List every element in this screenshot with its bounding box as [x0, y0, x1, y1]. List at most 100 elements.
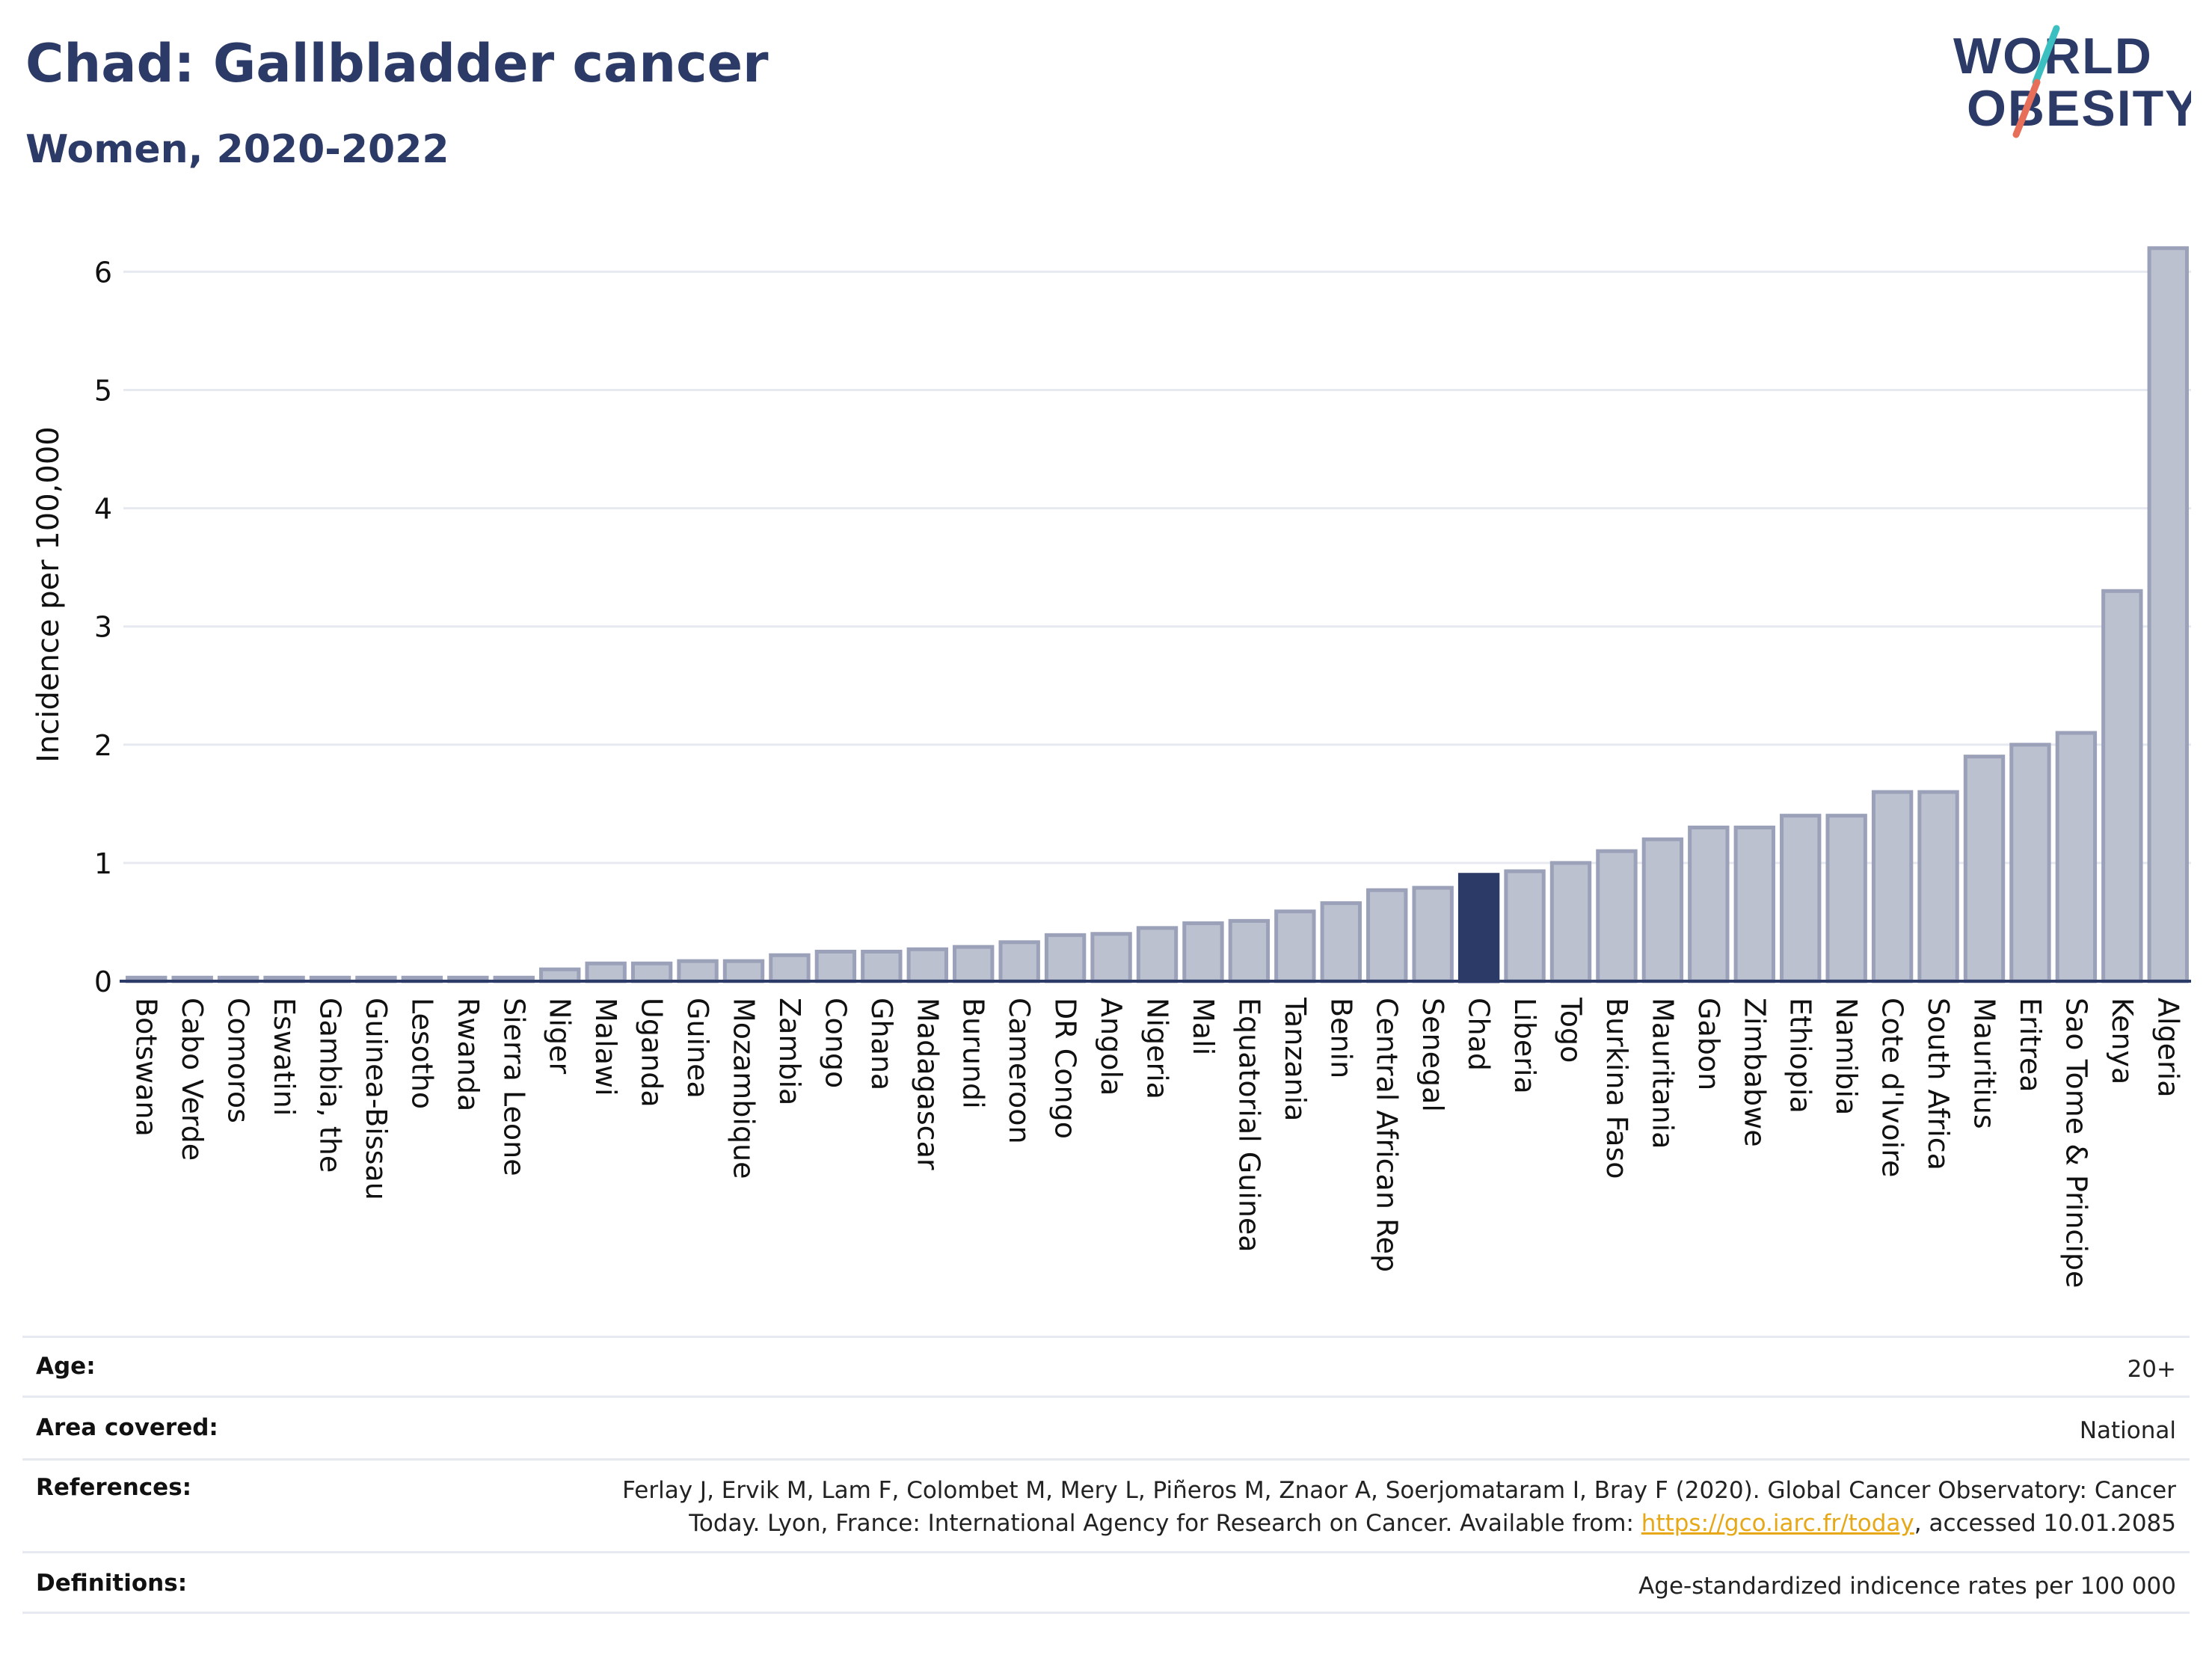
x-tick-label: Mauritania — [1646, 998, 1679, 1149]
bar-burundi — [953, 945, 995, 983]
bar-gabon — [1688, 825, 1730, 983]
x-tick-label: Burundi — [957, 998, 990, 1109]
bar-zimbabwe — [1733, 825, 1775, 983]
x-tick-label: Cote d'Ivoire — [1876, 998, 1909, 1177]
y-axis-label: Incidence per 100,000 — [31, 426, 66, 763]
age-label: Age: — [36, 1353, 96, 1380]
x-tick-label: Togo — [1555, 997, 1588, 1063]
bar-south-africa — [1917, 790, 1959, 983]
world-obesity-logo: WORLD OBESITY — [1953, 25, 2191, 138]
x-tick-label: Botswana — [130, 998, 163, 1137]
x-tick-label: Kenya — [2106, 998, 2139, 1084]
x-tick-label: Angola — [1095, 998, 1128, 1096]
bar-eritrea — [2009, 743, 2051, 983]
x-tick-label: Uganda — [636, 998, 669, 1108]
bar-sao-tome-principe — [2055, 731, 2098, 983]
chart-title: Chad: Gallbladder cancer — [25, 33, 769, 94]
x-tick-label: Cabo Verde — [176, 998, 209, 1161]
references-line1: Ferlay J, Ervik M, Lam F, Colombet M, Me… — [622, 1477, 2176, 1504]
references-link[interactable]: https://gco.iarc.fr/today — [1641, 1510, 1914, 1537]
x-tick-label: Guinea-Bissau — [360, 998, 393, 1200]
bar-senegal — [1412, 885, 1454, 983]
references-line2: Today. Lyon, France: International Agenc… — [689, 1510, 1641, 1537]
bar-mauritius — [1963, 755, 2006, 983]
logo-slash-teal — [2032, 25, 2060, 86]
x-tick-label: Sierra Leone — [497, 998, 530, 1176]
metadata-table: Age: 20+ Area covered: National Referenc… — [22, 1336, 2190, 1614]
meta-row-age: Age: 20+ — [22, 1336, 2190, 1395]
y-tick-label: 6 — [94, 256, 112, 289]
x-tick-label: Mali — [1187, 998, 1220, 1055]
references-value: Ferlay J, Ervik M, Lam F, Colombet M, Me… — [622, 1474, 2176, 1540]
bar-ethiopia — [1780, 814, 1822, 983]
bar-niger — [539, 967, 581, 983]
bar-togo — [1549, 861, 1592, 983]
bar-benin — [1320, 901, 1362, 983]
x-tick-label: Benin — [1324, 998, 1357, 1078]
bar-namibia — [1825, 814, 1867, 983]
bar-chad — [1457, 873, 1500, 983]
bar-mauritania — [1641, 837, 1684, 983]
x-tick-label: Nigeria — [1141, 998, 1174, 1099]
bar-dr-congo — [1044, 933, 1087, 983]
x-tick-label: Eswatini — [268, 998, 301, 1116]
x-tick-label: Ethiopia — [1784, 998, 1817, 1114]
x-tick-label: Guinea — [681, 998, 714, 1099]
bar-kenya — [2101, 589, 2143, 983]
x-tick-label: South Africa — [1922, 998, 1955, 1170]
x-tick-label: Rwanda — [452, 998, 485, 1111]
meta-row-area: Area covered: National — [22, 1395, 2190, 1458]
x-tick-label: Central African Rep — [1371, 998, 1404, 1272]
x-tick-label: Congo — [819, 998, 852, 1088]
x-tick-label: Niger — [544, 998, 577, 1074]
bar-nigeria — [1136, 926, 1179, 983]
x-tick-label: Namibia — [1830, 998, 1863, 1115]
bars — [126, 246, 2189, 983]
x-tick-label: Ghana — [865, 998, 898, 1090]
meta-row-definitions: Definitions: Age-standardized indicence … — [22, 1551, 2190, 1614]
bar-madagascar — [906, 947, 948, 983]
bar-central-african-rep — [1366, 888, 1408, 983]
x-tick-label: Burkina Faso — [1600, 998, 1633, 1179]
x-tick-label: Tanzania — [1279, 997, 1312, 1121]
definitions-label: Definitions: — [36, 1570, 188, 1597]
bar-zambia — [769, 953, 811, 983]
chart-subtitle: Women, 2020-2022 — [25, 127, 449, 172]
axes: 0 1 2 3 4 5 6 — [94, 256, 2191, 998]
y-tick-label: 0 — [94, 965, 112, 998]
y-tick-label: 3 — [94, 611, 112, 644]
bar-guinea — [677, 959, 719, 983]
x-tick-label: DR Congo — [1049, 998, 1082, 1139]
x-tick-label: Madagascar — [911, 998, 944, 1170]
definitions-value: Age-standardized indicence rates per 100… — [1638, 1573, 2176, 1600]
bar-burkina-faso — [1596, 849, 1638, 983]
bar-mozambique — [722, 959, 765, 983]
bar-liberia — [1504, 869, 1546, 983]
bar-uganda — [630, 961, 673, 983]
area-covered-value: National — [2079, 1417, 2176, 1444]
bar-congo — [814, 949, 857, 983]
x-tick-label: Malawi — [589, 998, 622, 1096]
x-tick-label: Sao Tome & Principe — [2059, 998, 2092, 1288]
bar-ghana — [861, 949, 903, 983]
bar-malawi — [585, 961, 627, 983]
logo-text-obesity: OBESITY — [1967, 80, 2191, 137]
x-tick-label: Senegal — [1416, 998, 1449, 1112]
x-tick-label: Algeria — [2151, 998, 2184, 1098]
x-tick-label: Equatorial Guinea — [1232, 998, 1265, 1253]
x-tick-label: Zambia — [773, 998, 806, 1105]
y-tick-label: 4 — [94, 493, 112, 526]
age-value: 20+ — [2127, 1356, 2176, 1383]
gridlines — [123, 270, 2191, 865]
x-tick-label: Mauritius — [1968, 998, 2001, 1129]
references-label: References: — [36, 1474, 192, 1501]
x-tick-label: Lesotho — [405, 998, 438, 1109]
bar-equatorial-guinea — [1228, 918, 1271, 983]
x-tick-label: Gabon — [1692, 998, 1725, 1090]
x-tick-label: Cameroon — [1003, 998, 1036, 1144]
x-tick-label: Liberia — [1508, 998, 1541, 1094]
x-tick-label: Mozambique — [728, 998, 761, 1179]
y-tick-label: 5 — [94, 375, 112, 408]
x-tick-label: Zimbabwe — [1738, 998, 1771, 1147]
area-covered-label: Area covered: — [36, 1414, 218, 1441]
